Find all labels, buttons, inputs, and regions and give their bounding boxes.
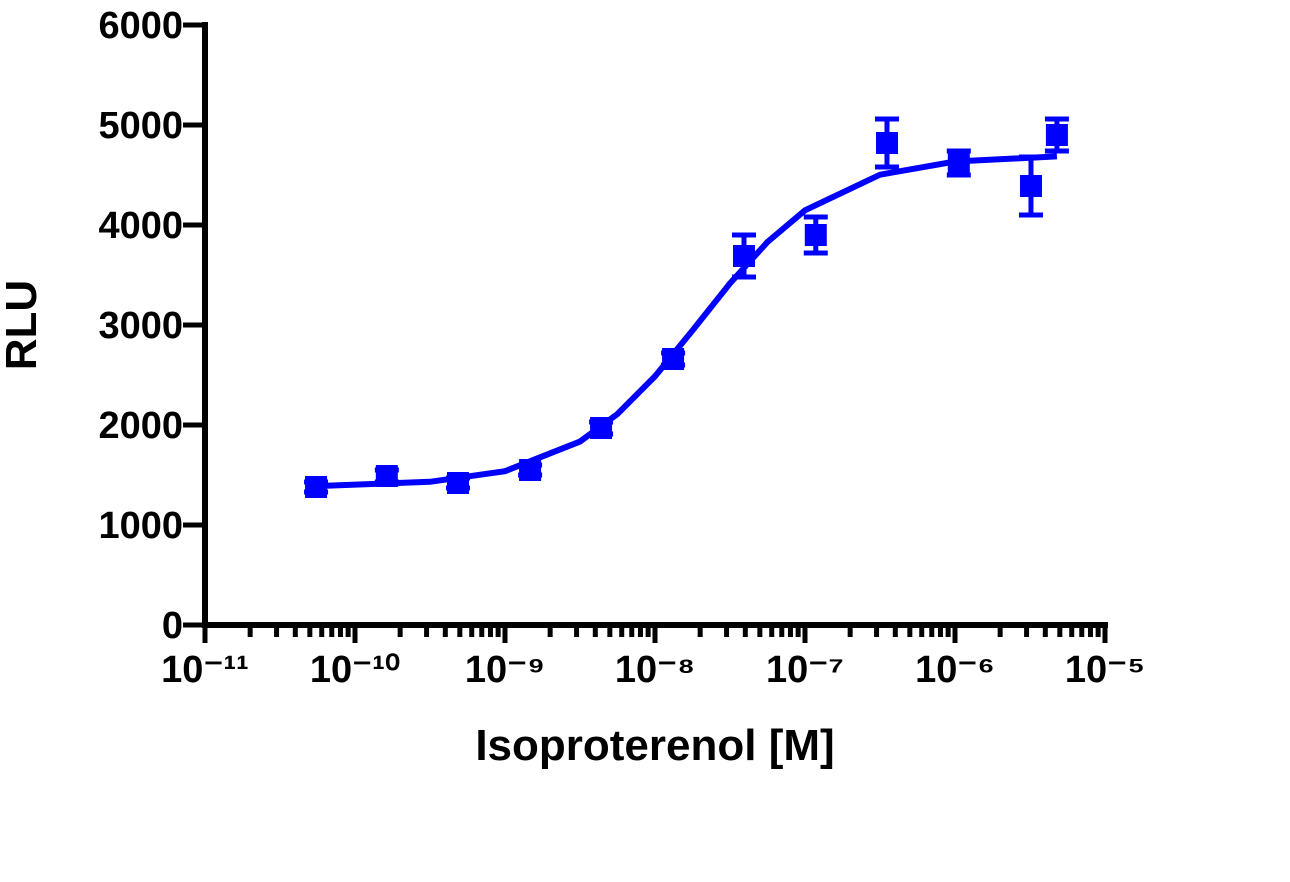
x-axis-label: Isoproterenol [M] [475, 721, 834, 770]
y-tick-label: 1000 [98, 505, 183, 547]
y-tick-label: 3000 [98, 305, 183, 347]
x-tick-label: 10⁻⁹ [465, 649, 545, 691]
point [875, 132, 898, 154]
x-tick-label: 10⁻⁶ [915, 649, 995, 691]
point [732, 245, 755, 267]
x-tick-label: 10⁻⁵ [1065, 649, 1145, 691]
x-tick-label: 10⁻⁸ [615, 649, 695, 691]
y-tick-label: 5000 [98, 105, 183, 147]
point [804, 224, 827, 246]
y-tick-label: 0 [162, 605, 183, 647]
y-tick-label: 2000 [98, 405, 183, 447]
point [1019, 175, 1042, 197]
point [375, 465, 398, 487]
x-tick-label: 10⁻¹⁰ [310, 649, 400, 691]
point [590, 417, 613, 439]
fit-curve [315, 153, 1058, 490]
y-tick-label: 6000 [98, 5, 183, 47]
point [446, 472, 469, 494]
point [662, 348, 685, 370]
x-tick-label: 10⁻¹¹ [161, 649, 249, 691]
x-tick-label: 10⁻⁷ [766, 649, 844, 691]
y-axis-label: RLU [0, 280, 46, 370]
point [305, 476, 328, 498]
point [1045, 124, 1068, 146]
point [947, 152, 970, 174]
y-tick-label: 4000 [98, 205, 183, 247]
point [519, 459, 542, 481]
